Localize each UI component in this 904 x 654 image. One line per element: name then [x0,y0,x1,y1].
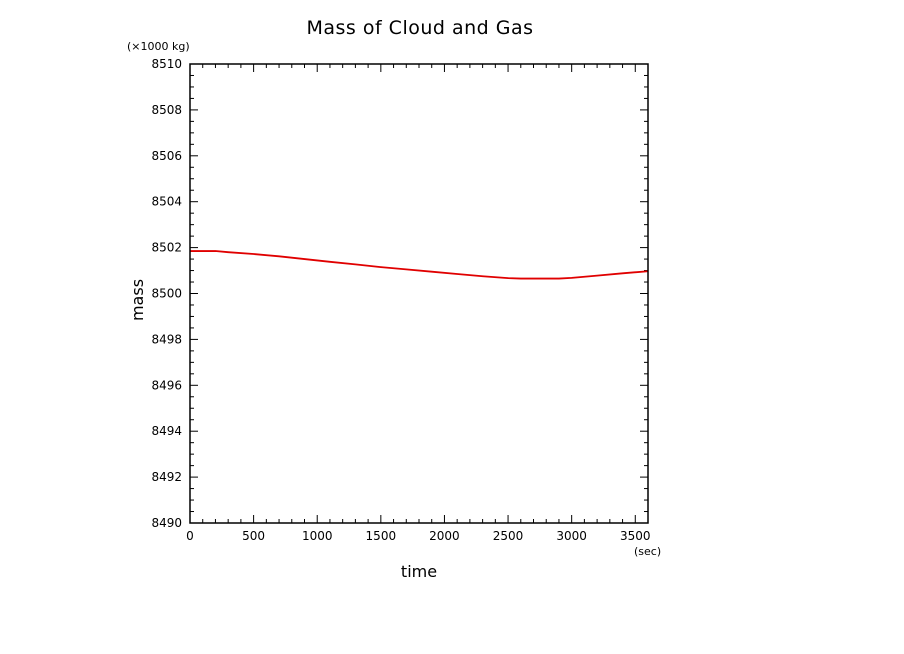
x-tick-label: 1000 [302,529,333,543]
y-tick-label: 8510 [151,57,182,71]
chart-title: Mass of Cloud and Gas [306,17,533,39]
x-tick-label: 2000 [429,529,460,543]
x-tick-label: 0 [186,529,194,543]
y-tick-label: 8492 [151,470,182,484]
y-tick-label: 8508 [151,103,182,117]
x-tick-label: 3000 [556,529,587,543]
y-tick-label: 8498 [151,332,182,346]
x-tick-label: 3500 [620,529,651,543]
y-tick-label: 8494 [151,424,182,438]
x-unit-label: (sec) [634,545,661,558]
y-tick-label: 8490 [151,516,182,530]
tick-labels: 8490 8492 8494 8496 8498 8500 8502 8504 8506 8508… [151,57,650,543]
x-tick-label: 1500 [366,529,397,543]
y-tick-label: 8502 [151,241,182,255]
series-line-mass [190,250,649,280]
y-tick-label: 8500 [151,287,182,301]
y-tick-label: 8496 [151,378,182,392]
series-group [190,250,649,280]
x-tick-label: 500 [242,529,265,543]
y-tick-label: 8506 [151,149,182,163]
y-tick-label: 8504 [151,195,182,209]
plot-frame [189,63,649,524]
x-axis-label: time [401,562,437,581]
ticks [189,63,649,524]
y-axis-label: mass [128,279,147,321]
y-unit-label: (×1000 kg) [127,40,190,53]
x-tick-label: 2500 [493,529,524,543]
